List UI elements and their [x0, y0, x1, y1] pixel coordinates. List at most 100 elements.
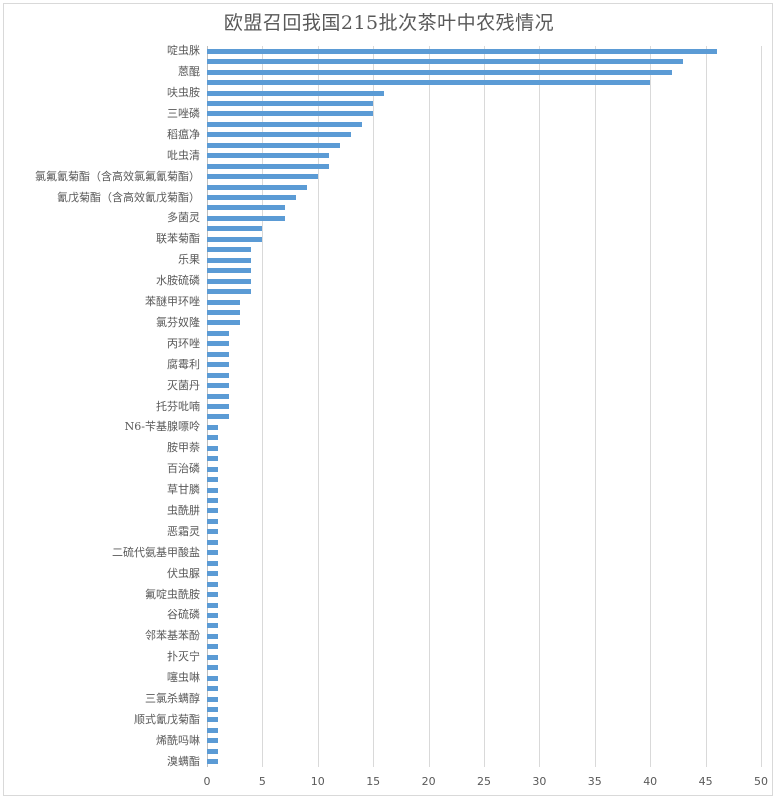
bar: [207, 633, 219, 639]
bar: [207, 132, 352, 138]
bar: [207, 100, 374, 106]
bar: [207, 195, 296, 200]
bar: [207, 466, 219, 472]
bar: [207, 477, 219, 483]
bar: [207, 707, 219, 713]
bar: [207, 581, 219, 587]
bar: [207, 383, 230, 389]
x-tick-label: 5: [258, 775, 266, 788]
category-label: 二硫代氨基甲酸盐: [112, 545, 200, 559]
gridline: [650, 46, 652, 767]
bar: [207, 696, 219, 702]
bar: [207, 560, 219, 566]
bar: [207, 654, 219, 660]
category-label: 烯酰吗啉: [156, 733, 200, 747]
bar: [207, 236, 263, 242]
bar: [207, 445, 219, 451]
bar: [207, 257, 252, 263]
bar: [207, 330, 230, 336]
x-tick-label: 30: [532, 775, 547, 788]
category-label: 谷硫磷: [167, 608, 200, 622]
bar: [207, 518, 219, 524]
bar: [207, 174, 318, 180]
gridline: [317, 46, 319, 767]
category-label: 吡虫清: [167, 148, 200, 162]
category-label: 啶虫脒: [167, 44, 200, 58]
bar: [207, 351, 230, 357]
bar: [207, 738, 219, 744]
category-label: 乐果: [178, 253, 200, 267]
x-tick-label: 40: [643, 775, 658, 788]
bar: [207, 424, 219, 430]
bar: [207, 121, 363, 127]
bar: [207, 48, 717, 54]
bar: [207, 289, 252, 295]
category-label: 苯醚甲环唑: [145, 295, 200, 308]
category-label: 三氯杀螨醇: [145, 692, 200, 706]
category-label: 顺式氰戊菊酯: [134, 712, 200, 726]
bar: [207, 748, 219, 754]
bar: [207, 529, 219, 535]
bar: [207, 320, 241, 326]
chart-frame: [3, 3, 773, 796]
bar: [207, 550, 219, 556]
category-label: 呋虫胺: [167, 86, 200, 100]
bar: [207, 727, 219, 733]
bar: [207, 393, 230, 399]
category-label: 草甘膦: [167, 483, 200, 497]
category-label: 伏虫脲: [167, 566, 200, 580]
category-label: 三唑磷: [167, 106, 200, 120]
category-label: 氯氟氰菊酯（含高效氯氟氰菊酯）: [35, 169, 200, 183]
bar: [207, 247, 252, 253]
category-label: 水胺硫磷: [156, 274, 200, 288]
category-label: 扑灭宁: [167, 650, 200, 664]
bar: [207, 309, 241, 315]
bar: [207, 612, 219, 618]
x-tick-label: 15: [366, 775, 381, 788]
bar: [207, 80, 651, 86]
bar: [207, 571, 219, 577]
category-label: 胺甲萘: [167, 441, 200, 455]
bar: [207, 184, 307, 190]
x-tick-label: 45: [698, 775, 713, 788]
bar: [207, 205, 285, 211]
category-label: 灭菌丹: [167, 378, 200, 392]
bar: [207, 665, 219, 671]
bar: [207, 268, 252, 274]
plot-area: [207, 46, 761, 767]
bar: [207, 111, 374, 117]
bar: [207, 69, 673, 75]
category-label: 恶霜灵: [167, 524, 200, 538]
category-label: 稻瘟净: [167, 127, 200, 141]
bar: [207, 153, 329, 159]
bar: [207, 341, 230, 347]
category-label: 蒽醌: [178, 65, 200, 79]
bar: [207, 675, 219, 681]
bar: [207, 644, 219, 650]
bar: [207, 278, 252, 284]
bar: [207, 456, 219, 462]
gridline: [484, 46, 485, 767]
category-label: 氰戊菊酯（含高效氰戊菊酯）: [57, 190, 200, 204]
x-tick-label: 10: [310, 775, 325, 788]
x-tick-label: 25: [477, 775, 491, 788]
x-tick-label: 20: [421, 775, 436, 788]
bar: [207, 759, 219, 765]
bar: [207, 435, 219, 441]
gridline: [262, 46, 264, 767]
category-label: N6-苄基腺嘌呤: [124, 420, 200, 434]
gridline: [539, 46, 541, 767]
bar: [207, 508, 219, 514]
gridline: [373, 46, 375, 767]
bar: [207, 686, 219, 692]
bar: [207, 142, 340, 148]
bar: [207, 90, 385, 96]
x-tick-label: 50: [754, 775, 768, 788]
gridline: [594, 46, 596, 767]
bar: [207, 414, 230, 420]
category-label: 丙环唑: [167, 336, 200, 350]
bar: [207, 215, 285, 221]
category-label: 溴螨酯: [167, 754, 200, 768]
bar: [207, 487, 219, 493]
bar: [207, 372, 230, 378]
